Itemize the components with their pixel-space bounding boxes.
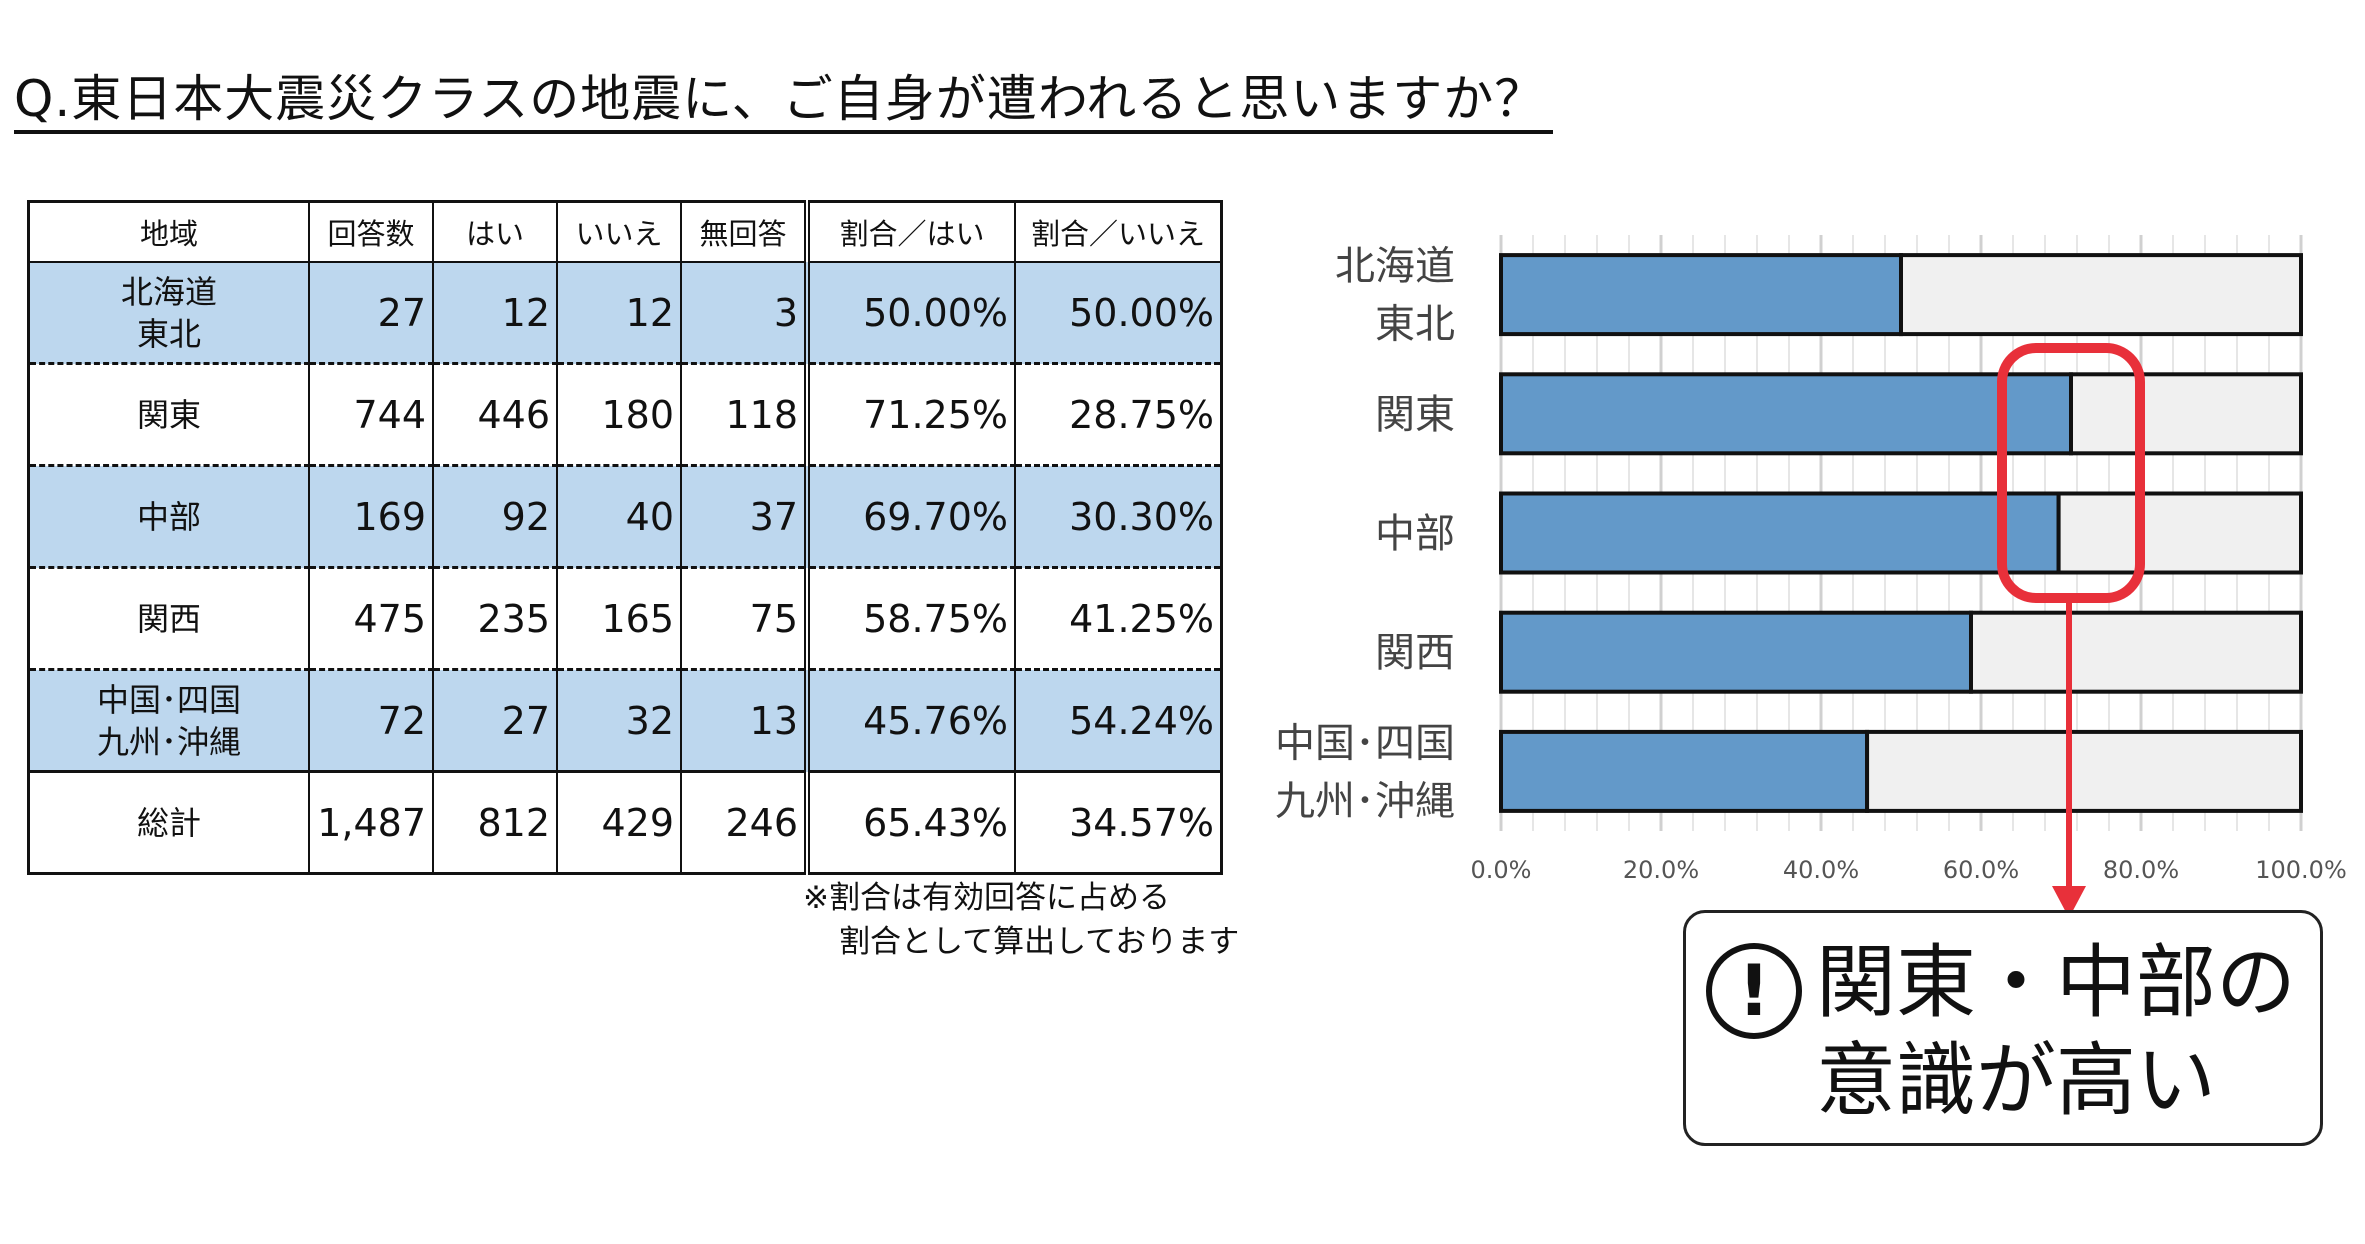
- region-cell: 関西: [27, 566, 310, 670]
- bar-segment-no: [2056, 491, 2304, 575]
- value-cell: 446: [432, 362, 558, 466]
- footnote-line: 割合として算出しております: [839, 924, 1240, 960]
- column-header: はい: [432, 200, 558, 263]
- callout-line: 関東・中部の: [1816, 936, 2296, 1029]
- column-header: 地域: [27, 200, 310, 263]
- column-header: 回答数: [308, 200, 434, 263]
- bar-segment-yes: [1499, 372, 2073, 456]
- category-label: 東北: [1375, 302, 1455, 348]
- bar-segment-yes: [1499, 491, 2061, 575]
- value-cell: 27: [432, 668, 558, 772]
- bar-segment-no: [1899, 253, 2303, 337]
- category-label: 北海道: [1335, 244, 1455, 290]
- value-cell: 1,487: [308, 770, 434, 874]
- value-cell: 50.00%: [804, 261, 1016, 364]
- value-cell: 32: [556, 668, 682, 772]
- value-cell: 54.24%: [1014, 668, 1223, 772]
- region-label: 中部: [136, 497, 201, 536]
- value-cell: 27: [308, 261, 434, 364]
- value-cell: 12: [556, 261, 682, 364]
- region-label: 九州･沖縄: [96, 722, 241, 761]
- column-header: 割合／はい: [804, 200, 1016, 263]
- value-cell: 246: [680, 770, 808, 874]
- bar-segment-yes: [1499, 253, 1903, 337]
- value-cell: 12: [432, 261, 558, 364]
- table-row: 関西 475 235 165 75 58.75% 41.25%: [27, 566, 1223, 670]
- value-cell: 71.25%: [804, 362, 1016, 466]
- table-row: 中国･四国 九州･沖縄 72 27 32 13 45.76% 54.24%: [27, 668, 1223, 772]
- footnote: ※割合は有効回答に占める 割合として算出しております: [803, 876, 1239, 964]
- value-cell: 429: [556, 770, 682, 874]
- value-cell: 69.70%: [804, 464, 1016, 568]
- value-cell: 118: [680, 362, 808, 466]
- region-label: 中国･四国: [96, 680, 241, 719]
- value-cell: 28.75%: [1014, 362, 1223, 466]
- value-cell: 169: [308, 464, 434, 568]
- region-cell: 北海道 東北: [27, 261, 310, 364]
- x-tick-label: 0.0%: [1471, 856, 1532, 884]
- x-tick-label: 80.0%: [2103, 856, 2179, 884]
- table-row: 関東 744 446 180 118 71.25% 28.75%: [27, 362, 1223, 466]
- region-label: 関西: [136, 599, 201, 638]
- category-label: 関西: [1375, 630, 1455, 676]
- table-row: 総計 1,487 812 429 246 65.43% 34.57%: [27, 770, 1223, 874]
- value-cell: 180: [556, 362, 682, 466]
- value-cell: 13: [680, 668, 808, 772]
- page-title: Q.東日本大震災クラスの地震に、ご自身が遭われると思いますか？: [14, 68, 1554, 134]
- category-label: 九州･沖縄: [1275, 778, 1455, 824]
- category-label: 中部: [1375, 511, 1455, 557]
- region-label: 総計: [136, 803, 201, 842]
- x-tick-label: 100.0%: [2255, 856, 2347, 884]
- value-cell: 40: [556, 464, 682, 568]
- region-label: 東北: [136, 314, 201, 353]
- value-cell: 744: [308, 362, 434, 466]
- callout-box: ! 関東・中部の 意識が高い: [1683, 910, 2323, 1146]
- value-cell: 34.57%: [1014, 770, 1223, 874]
- value-cell: 92: [432, 464, 558, 568]
- value-cell: 65.43%: [804, 770, 1016, 874]
- exclamation-circle-icon: !: [1706, 943, 1802, 1039]
- value-cell: 75: [680, 566, 808, 670]
- column-header: 無回答: [680, 200, 808, 263]
- value-cell: 41.25%: [1014, 566, 1223, 670]
- value-cell: 812: [432, 770, 558, 874]
- category-label: 関東: [1375, 392, 1455, 438]
- arrow-head-icon: [2052, 886, 2086, 918]
- region-label: 北海道: [120, 272, 217, 311]
- value-cell: 45.76%: [804, 668, 1016, 772]
- x-tick-label: 20.0%: [1623, 856, 1699, 884]
- x-tick-label: 40.0%: [1783, 856, 1859, 884]
- x-tick-label: 60.0%: [1943, 856, 2019, 884]
- value-cell: 235: [432, 566, 558, 670]
- bar-segment-no: [1969, 610, 2303, 694]
- bar-segment-no: [2069, 372, 2303, 456]
- value-cell: 58.75%: [804, 566, 1016, 670]
- value-cell: 50.00%: [1014, 261, 1223, 364]
- value-cell: 475: [308, 566, 434, 670]
- region-cell: 関東: [27, 362, 310, 466]
- region-cell: 中国･四国 九州･沖縄: [27, 668, 310, 772]
- callout-line: 意識が高い: [1816, 1034, 2216, 1127]
- bar-segment-yes: [1499, 729, 1870, 813]
- column-header: いいえ: [556, 200, 682, 263]
- bar-segment-yes: [1499, 610, 1973, 694]
- bar-segment-no: [1865, 729, 2303, 813]
- value-cell: 37: [680, 464, 808, 568]
- region-cell: 中部: [27, 464, 310, 568]
- value-cell: 30.30%: [1014, 464, 1223, 568]
- footnote-line: ※割合は有効回答に占める: [803, 880, 1170, 916]
- region-label: 関東: [136, 395, 201, 434]
- value-cell: 72: [308, 668, 434, 772]
- column-header: 割合／いいえ: [1014, 200, 1223, 263]
- survey-table: 地域 回答数 はい いいえ 無回答 割合／はい 割合／いいえ 北海道 東北 27 12 12 3 50.…: [27, 200, 1223, 875]
- table-row: 中部 169 92 40 37 69.70% 30.30%: [27, 464, 1223, 568]
- value-cell: 3: [680, 261, 808, 364]
- category-label: 中国･四国: [1275, 720, 1455, 766]
- region-cell: 総計: [27, 770, 310, 874]
- table-row: 北海道 東北 27 12 12 3 50.00% 50.00%: [27, 261, 1223, 364]
- value-cell: 165: [556, 566, 682, 670]
